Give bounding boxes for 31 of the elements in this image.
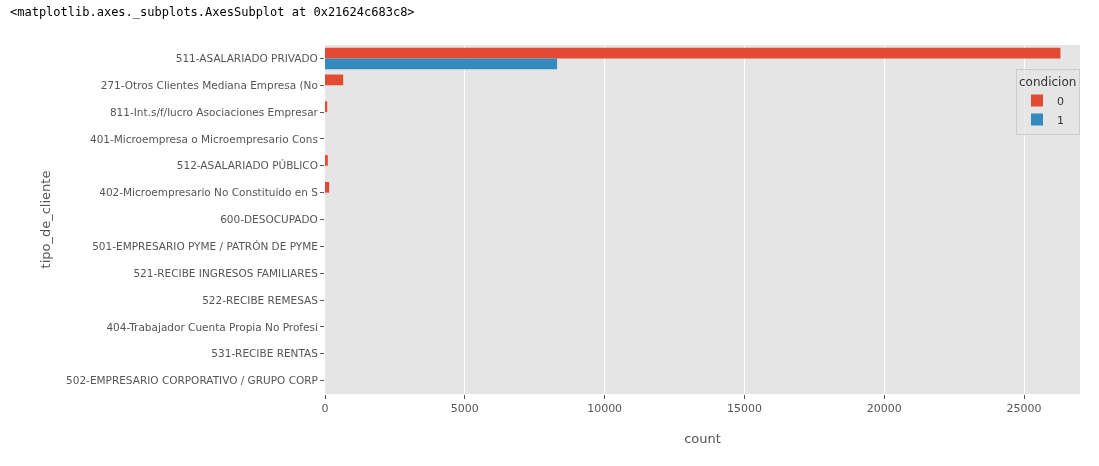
legend-label: 0	[1057, 94, 1064, 108]
y-tick-label: 811-Int.s/f/lucro Asociaciones Empresar	[109, 105, 319, 118]
y-tick-label: 271-Otros Clientes Mediana Empresa (No	[100, 78, 318, 91]
y-tick-label: 502-EMPRESARIO CORPORATIVO / GRUPO CORP	[66, 374, 318, 387]
x-tick-label: 5000	[450, 402, 479, 416]
legend-title: condicion	[1019, 75, 1077, 90]
y-tick-label: 401-Microempresa o Microempresario Cons	[89, 132, 318, 145]
y-tick-label: 531-RECIBE RENTAS	[211, 347, 319, 360]
x-tick-label: 10000	[587, 402, 623, 416]
x-tick-label: 20000	[866, 402, 902, 416]
text: <matplotlib.axes._subplots.AxesSubplot at 0x21624c683c8>	[10, 5, 415, 19]
x-axis-title: count	[684, 431, 721, 446]
y-tick-label: 600-DESOCUPADO	[220, 213, 318, 226]
bar	[325, 101, 328, 113]
y-tick-label: 404-Trabajador Cuenta Propia No Profesi	[106, 320, 318, 333]
y-axis-title: tipo_de_cliente	[38, 170, 54, 269]
x-tick-label: 0	[321, 402, 329, 416]
y-tick-label: 521-RECIBE INGRESOS FAMILIARES	[133, 266, 319, 279]
x-tick-label: 15000	[726, 402, 762, 416]
y-tick-label: 522-RECIBE REMESAS	[202, 293, 319, 306]
bar	[325, 58, 558, 70]
bar	[325, 47, 1061, 59]
bar	[325, 74, 344, 86]
legend-label: 1	[1057, 113, 1064, 127]
y-tick-label: 511-ASALARIADO PRIVADO	[175, 52, 318, 65]
x-tick-label: 25000	[1006, 402, 1042, 416]
bar	[325, 181, 330, 193]
y-tick-label: 512-ASALARIADO PÚBLICO	[176, 159, 318, 172]
y-tick-label: 402-Microempresario No Constituido en S	[99, 186, 319, 199]
bar	[325, 155, 328, 166]
y-tick-label: 501-EMPRESARIO PYME / PATRÓN DE PYME	[92, 240, 318, 253]
